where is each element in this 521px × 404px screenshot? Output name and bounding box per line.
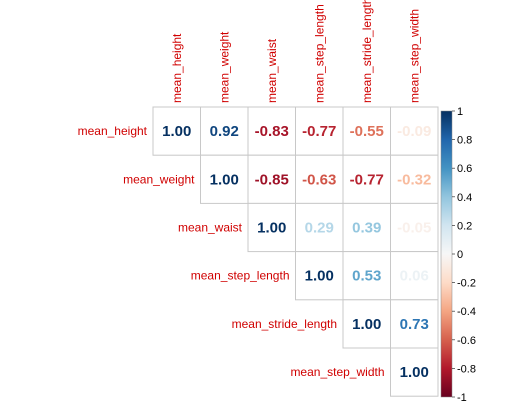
cell-value: -0.55 [350,123,384,140]
colorbar-tick-label: 0.2 [457,220,472,232]
column-label-mean_weight: mean_weight [217,31,231,103]
column-label-mean_stride_length: mean_stride_length [360,0,374,103]
cell-mean_step_length-mean_stride_length [342,251,391,301]
colorbar: 1 0.8 0.6 0.4 0.2 0 -0.2 -0.4 -0.6 -0.8 -1 [440,106,476,404]
colorbar-tick-label: 1 [457,106,463,118]
cell-value: -0.77 [350,171,384,188]
row-labels: mean_height mean_weight mean_waist mean_ste… [78,124,385,379]
cell-mean_weight-mean_stride_length [342,154,391,204]
colorbar-tick-label: 0.8 [457,135,472,147]
row-label-mean_step_length: mean_step_length [191,269,290,283]
cell-value: 0.92 [210,123,239,140]
cell-mean_waist-mean_waist [247,202,296,253]
colorbar-tick-label: 0.4 [457,192,472,204]
cell-mean_height-mean_step_width [390,106,439,156]
colorbar-tick-label: -0.4 [457,306,476,318]
cell-mean_step_length-mean_step_length [295,251,344,301]
cell-value: -0.83 [255,123,289,140]
cell-mean_step_length-mean_step_width [390,251,439,301]
cell-value: -0.85 [255,171,289,188]
cell-value: 0.53 [352,268,381,285]
cell-mean_stride_length-mean_step_width [390,299,439,349]
cell-mean_weight-mean_step_width [390,154,439,204]
cell-value: -0.05 [397,220,431,237]
cell-mean_stride_length-mean_stride_length [342,299,391,349]
cell-value: 0.06 [400,268,429,285]
column-label-mean_height: mean_height [170,33,184,103]
cell-value: 1.00 [305,268,334,285]
colorbar-tick-label: -0.2 [457,278,476,290]
cell-value: 1.00 [400,364,429,381]
cell-value: -0.09 [397,123,431,140]
cell-mean_waist-mean_stride_length [342,202,391,253]
colorbar-tick-label: 0 [457,249,463,261]
cell-mean_weight-mean_waist [247,154,296,204]
row-label-mean_waist: mean_waist [178,221,243,235]
row-label-mean_weight: mean_weight [123,172,195,186]
cell-value: 1.00 [162,123,191,140]
cell-value: 1.00 [257,220,286,237]
cell-mean_weight-mean_weight [200,154,249,204]
cell-value: 0.39 [352,220,381,237]
colorbar-tick-label: 0.6 [457,163,472,175]
column-label-mean_waist: mean_waist [265,38,279,103]
cell-value: 1.00 [210,171,239,188]
row-label-mean_step_width: mean_step_width [290,365,384,379]
column-labels: mean_height mean_weight mean_waist mean_ste… [170,0,422,103]
colorbar-tick-label: -1 [457,392,467,404]
cell-value: 0.29 [305,220,334,237]
row-label-mean_height: mean_height [78,124,148,138]
cell-mean_height-mean_weight [200,106,249,156]
cell-value: -0.32 [397,171,431,188]
row-label-mean_stride_length: mean_stride_length [232,317,337,331]
column-label-mean_step_width: mean_step_width [407,9,421,103]
cell-value: -0.77 [302,123,336,140]
matrix-cells: 1.00 0.92 -0.83 -0.77 -0.55 -0.09 1.00 -0.85 -0.… [152,106,439,397]
column-label-mean_step_length: mean_step_length [312,4,326,103]
colorbar-gradient [440,110,453,398]
colorbar-tick-label: -0.8 [457,363,476,375]
cell-mean_height-mean_height [152,106,201,156]
cell-value: -0.63 [302,171,336,188]
cell-mean_height-mean_waist [247,106,296,156]
colorbar-tick-label: -0.6 [457,335,476,347]
cell-mean_step_width-mean_step_width [390,347,439,397]
cell-value: 1.00 [352,316,381,333]
cell-value: 0.73 [400,316,429,333]
